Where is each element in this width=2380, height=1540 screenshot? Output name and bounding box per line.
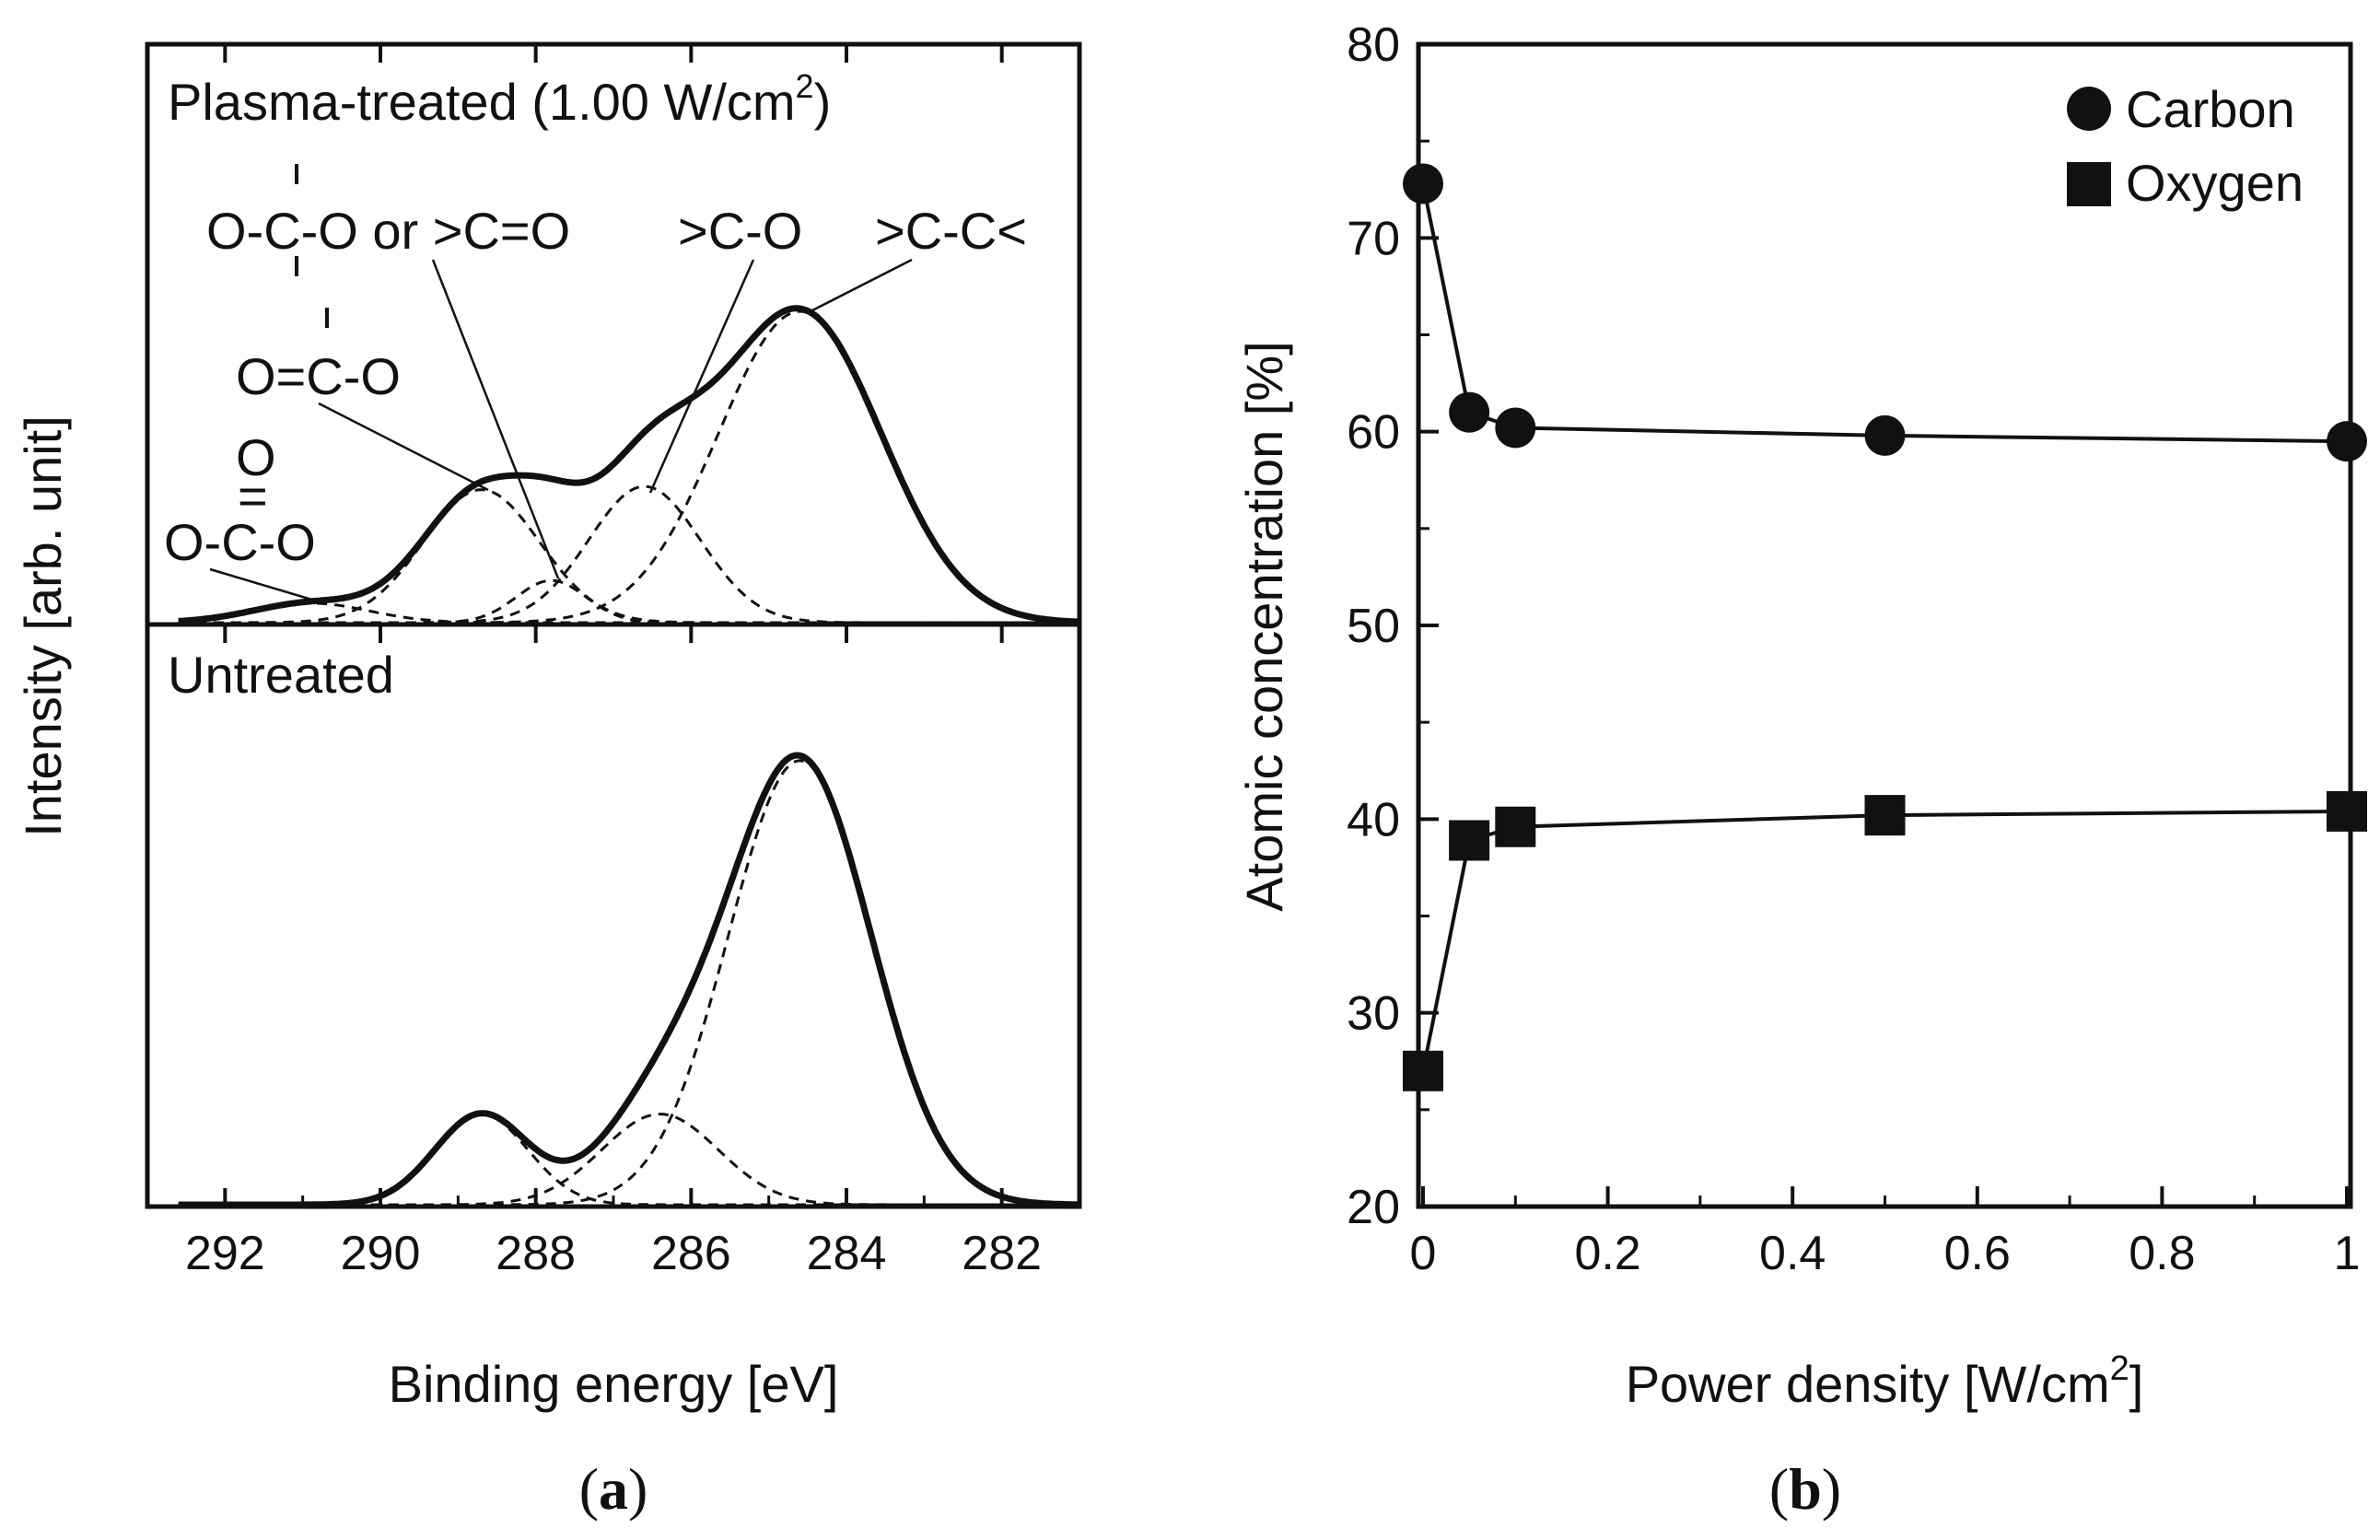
b-x-tick-label: 0.6 [1944,1227,2011,1280]
oxygen-point [1864,795,1906,836]
panel-b-x-axis-label: Power density [W/cm2] [1626,1349,2144,1413]
untreated-curves [178,752,1079,1208]
panel-b-y-axis-label: Atomic concentration [%] [1235,341,1293,911]
annotation-ether: >C-O [678,202,802,260]
carbon-point [1495,407,1536,449]
panel-b-caption: (b) [1769,1456,1841,1522]
carbon-point [1864,414,1906,456]
b-x-tick-label: 1 [2334,1227,2361,1280]
annotation-ester: O=C-O [236,347,401,405]
b-x-tick-label: 0.2 [1574,1227,1640,1280]
leader-ether [648,259,755,494]
panel-b-frame [1416,41,2353,1209]
a-x-tick-label: 282 [962,1227,1042,1280]
legend-oxygen-label: Oxygen [2126,154,2304,212]
component-peak [178,1113,1079,1207]
b-y-tick-label: 50 [1347,600,1400,653]
plasma-treated-title: Plasma-treated (1.00 W/cm2) [168,67,831,131]
panel-a-xps-spectra: 292 290 288 286 284 282 Plasma-treated (1.00 … [14,41,1082,1522]
leader-ester [318,402,489,492]
panel-b-atomic-concentration: 20 30 40 50 60 70 80 0 0.2 0.4 0.6 0.8 1 Carbon Oxyg… [1235,18,2367,1522]
b-y-tick-label: 70 [1347,212,1400,265]
envelope-curve [178,305,1080,625]
carbon-point [1449,391,1490,433]
b-x-tick-label: 0.8 [2129,1227,2195,1280]
oxygen-point [2327,790,2367,832]
panel-b-ticks: 20 30 40 50 60 70 80 0 0.2 0.4 0.6 0.8 1 [1347,18,2360,1280]
leader-hydrocarbon [810,258,913,313]
leader-acetal-or-carbonyl [431,259,560,579]
legend-oxygen-marker [2067,162,2111,206]
carbon-point [2327,421,2367,462]
annotation-hydrocarbon: >C-C< [875,202,1027,260]
leader-carbonate [209,567,325,605]
legend-carbon-marker [2067,87,2111,131]
panel-a-x-axis-label: Binding energy [eV] [389,1355,839,1413]
carbon-point [1403,163,1443,204]
plasma-treated-curves [178,305,1080,625]
a-x-tick-label: 292 [185,1227,265,1280]
untreated-title: Untreated [168,646,394,704]
annotation-acetal-or-carbonyl: O-C-O or >C=O [206,202,570,260]
a-x-tick-label: 286 [651,1227,731,1280]
component-peak [178,759,1079,1207]
annotation-carbonate-double-bond: = [238,467,268,525]
a-x-tick-label: 284 [807,1227,887,1280]
panel-a-y-axis-label: Intensity [arb. unit] [14,415,72,837]
b-x-tick-label: 0.4 [1759,1227,1826,1280]
b-x-tick-label: 0 [1410,1227,1437,1280]
annotation-carbonate-top: O [236,428,276,486]
component-peak [178,601,1079,624]
b-y-tick-label: 30 [1347,987,1400,1041]
oxygen-line [1421,809,2348,1072]
oxygen-point [1449,820,1490,861]
a-x-tick-label: 288 [496,1227,576,1280]
b-y-tick-label: 80 [1347,18,1400,72]
legend: Carbon Oxygen [2067,80,2304,212]
a-x-tick-label: 290 [341,1227,421,1280]
panel-a-caption: (a) [579,1456,648,1522]
envelope-curve [178,752,1079,1208]
oxygen-point [1403,1050,1443,1091]
component-peak [178,1113,1079,1207]
annotation-carbonate: O-C-O [164,513,316,571]
component-peak [178,484,1079,624]
panel-b-series [1403,163,2367,1091]
oxygen-point [1495,806,1536,847]
carbon-line [1421,183,2348,444]
legend-carbon-label: Carbon [2126,80,2295,138]
b-y-tick-label: 40 [1347,793,1400,846]
b-y-tick-label: 60 [1347,406,1400,460]
panel-a-x-ticks: 292 290 288 286 284 282 [185,44,1042,1280]
b-y-tick-label: 20 [1347,1181,1400,1234]
